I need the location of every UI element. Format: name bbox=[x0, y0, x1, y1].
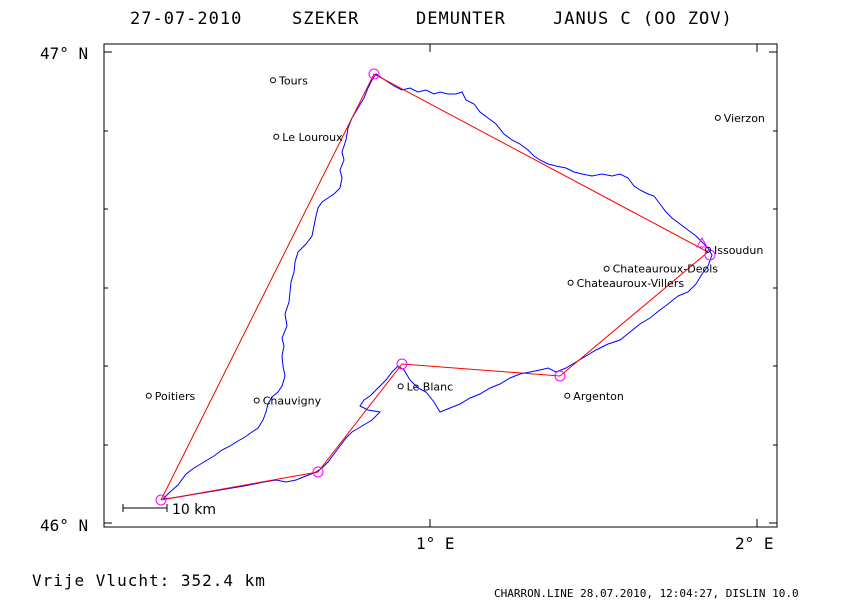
city-marker-icon bbox=[270, 77, 276, 84]
flight-date: 27-07-2010 bbox=[130, 9, 243, 29]
city-marker-icon bbox=[397, 383, 404, 390]
axis-ticks bbox=[104, 44, 777, 527]
turnpoint-triangle bbox=[696, 236, 708, 248]
scale-bar bbox=[122, 504, 168, 512]
gps-track bbox=[162, 73, 713, 500]
city-label: Poitiers bbox=[155, 390, 196, 403]
lat-label-bottom: 46° N bbox=[40, 516, 89, 535]
turnpoint-1 bbox=[368, 68, 380, 80]
city-marker-icon bbox=[705, 246, 711, 253]
copilot-name: DEMUNTER bbox=[416, 9, 506, 29]
city-marker-icon bbox=[253, 397, 260, 404]
city-label: Argenton bbox=[573, 390, 624, 403]
city-label: Chateauroux-Deols bbox=[613, 263, 719, 276]
map-frame bbox=[103, 43, 778, 528]
turnpoints bbox=[155, 68, 716, 506]
city-marker-icon bbox=[714, 114, 721, 121]
distance-readout: Vrije Vlucht: 352.4 km bbox=[32, 571, 266, 590]
city-label: Tours bbox=[278, 74, 308, 87]
lat-label-top: 47° N bbox=[40, 44, 89, 63]
task-line bbox=[160, 73, 709, 501]
city-label: Le Louroux bbox=[282, 131, 343, 144]
city-label: Chateauroux-Villers bbox=[577, 277, 685, 290]
city-marker-icon bbox=[145, 392, 152, 399]
turnpoint-3 bbox=[554, 370, 566, 382]
city-marker-icon bbox=[603, 265, 610, 272]
lon-label-1: 1° E bbox=[416, 534, 455, 553]
glider-name: JANUS C (OO ZOV) bbox=[553, 9, 733, 29]
credit-line: CHARRON.LINE 28.07.2010, 12:04:27, DISLI… bbox=[494, 587, 799, 600]
city-label: Le Blanc bbox=[407, 380, 454, 393]
turnpoint-start bbox=[155, 494, 167, 506]
city-marker-icon bbox=[567, 279, 574, 286]
pilot-name: SZEKER bbox=[292, 9, 360, 29]
scale-label: 10 km bbox=[172, 502, 216, 518]
city-label: Vierzon bbox=[724, 112, 765, 125]
city-marker-icon bbox=[273, 133, 280, 140]
city-layer: Tours Le Louroux Vierzon Issoudun Chateaurou… bbox=[145, 74, 765, 408]
turnpoint-5 bbox=[312, 466, 324, 478]
turnpoint-4 bbox=[396, 358, 408, 370]
city-label: Issoudun bbox=[714, 244, 763, 257]
city-marker-icon bbox=[564, 392, 571, 399]
city-label: Chauvigny bbox=[263, 395, 322, 408]
lon-label-2: 2° E bbox=[735, 534, 774, 553]
